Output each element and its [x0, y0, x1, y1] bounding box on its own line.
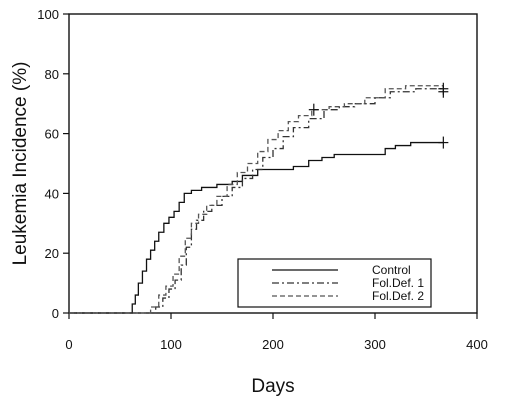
legend-item: Control	[272, 263, 411, 277]
censor-marks	[308, 82, 449, 149]
legend-label: Fol.Def. 2	[372, 289, 424, 303]
y-tick-label: 40	[45, 186, 59, 201]
x-tick-label: 300	[364, 337, 386, 352]
x-tick-label: 100	[160, 337, 182, 352]
legend-item: Fol.Def. 1	[272, 276, 424, 290]
censor-mark	[308, 103, 319, 116]
legend-label: Fol.Def. 1	[372, 276, 424, 290]
y-tick-label: 60	[45, 127, 59, 142]
y-tick-label: 20	[45, 246, 59, 261]
x-tick-label: 200	[262, 337, 284, 352]
y-tick-label: 0	[52, 306, 59, 321]
x-tick-label: 0	[65, 337, 72, 352]
y-tick-label: 80	[45, 67, 59, 82]
series-line-3	[69, 85, 444, 314]
censor-mark	[438, 136, 449, 149]
x-axis-ticks: 0 100 200 300 400	[65, 313, 488, 352]
y-axis-ticks: 0 20 40 60 80 100	[37, 7, 69, 321]
legend-item: Fol.Def. 2	[272, 289, 424, 303]
censor-mark	[438, 85, 449, 98]
series-lines	[69, 85, 444, 314]
y-tick-label: 100	[37, 7, 59, 22]
x-axis-label: Days	[251, 376, 294, 397]
y-axis-label: Leukemia Incidence (%)	[10, 62, 31, 266]
series-line-1	[69, 141, 444, 314]
legend-label: Control	[372, 263, 411, 277]
x-tick-label: 400	[466, 337, 488, 352]
